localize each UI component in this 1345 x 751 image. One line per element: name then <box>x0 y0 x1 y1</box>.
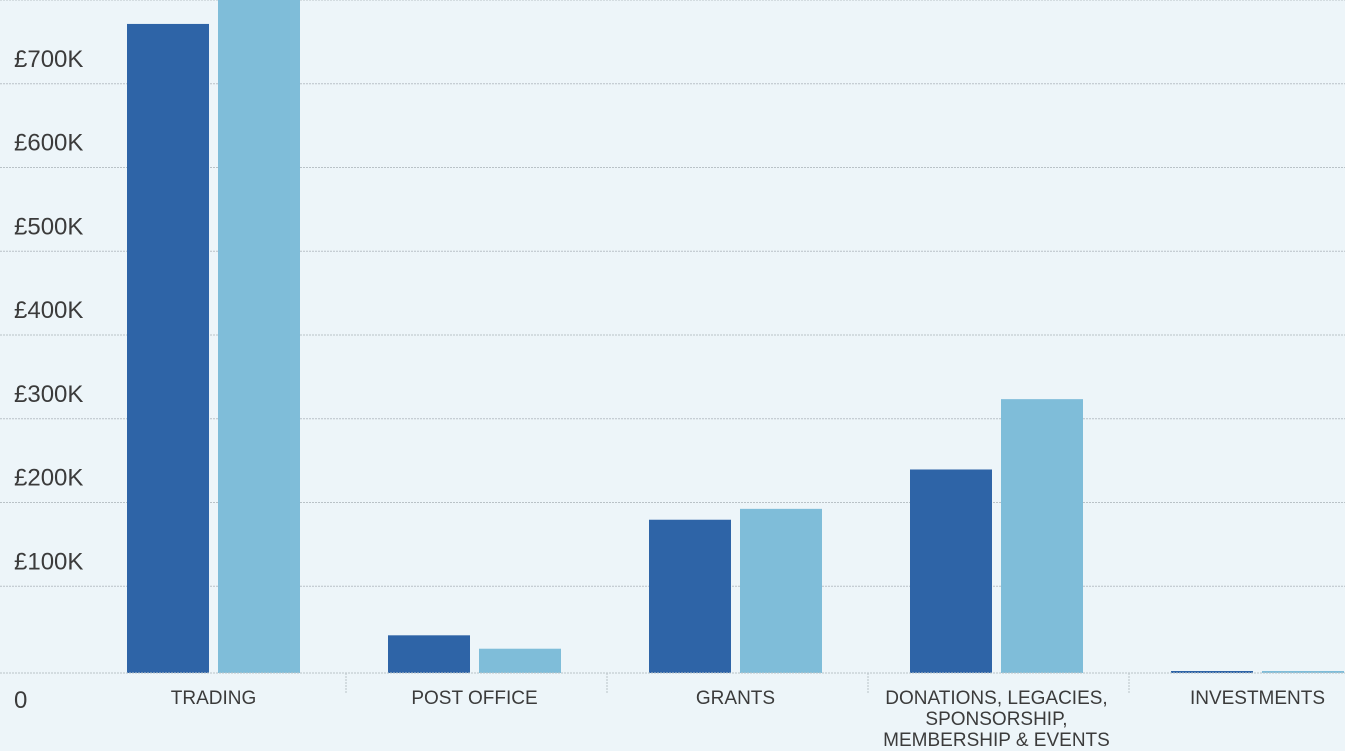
y-tick-label: £600K <box>14 130 83 157</box>
y-tick-label: £100K <box>14 548 83 575</box>
y-tick-label: 0 <box>14 687 27 714</box>
bar-series-2-trading <box>218 0 300 673</box>
category-label: TRADING <box>171 688 257 709</box>
category-label: INVESTMENTS <box>1190 688 1325 709</box>
category-label-line: SPONSORSHIP, <box>925 709 1067 730</box>
y-tick-label: £500K <box>14 213 83 240</box>
category-label-line: INVESTMENTS <box>1190 688 1325 709</box>
bar-series-1-donations-legacies-sponsorship-membership-events <box>910 469 992 673</box>
y-tick-label: £700K <box>14 46 83 73</box>
y-axis: 0£100K£200K£300K£400K£500K£600K£700K£800… <box>14 46 83 714</box>
x-axis: TRADING POST OFFICE GRANTS DONATIONS, LEGAC… <box>0 672 1345 751</box>
category-label: POST OFFICE <box>411 688 537 709</box>
category-label-line: TRADING <box>171 688 257 709</box>
bars <box>127 0 1344 673</box>
bar-series-2-grants <box>740 508 822 673</box>
bar-series-2-donations-legacies-sponsorship-membership-events <box>1001 399 1083 673</box>
bar-series-2-post-office <box>479 648 561 673</box>
category-label: GRANTS <box>696 688 775 709</box>
bar-series-1-post-office <box>388 635 470 673</box>
bar-series-1-trading <box>127 23 209 673</box>
y-tick-label: £200K <box>14 465 83 492</box>
category-label-line: POST OFFICE <box>411 688 537 709</box>
bar-series-1-investments <box>1171 671 1253 673</box>
bar-series-2-investments <box>1262 671 1344 673</box>
category-label-line: DONATIONS, LEGACIES, <box>885 688 1107 709</box>
category-label-line: GRANTS <box>696 688 775 709</box>
category-label-line: MEMBERSHIP & EVENTS <box>883 730 1110 751</box>
bar-series-1-grants <box>649 519 731 673</box>
y-tick-label: £400K <box>14 297 83 324</box>
y-tick-label: £300K <box>14 381 83 408</box>
category-label: DONATIONS, LEGACIES, SPONSORSHIP, MEMBERSH… <box>883 688 1110 751</box>
